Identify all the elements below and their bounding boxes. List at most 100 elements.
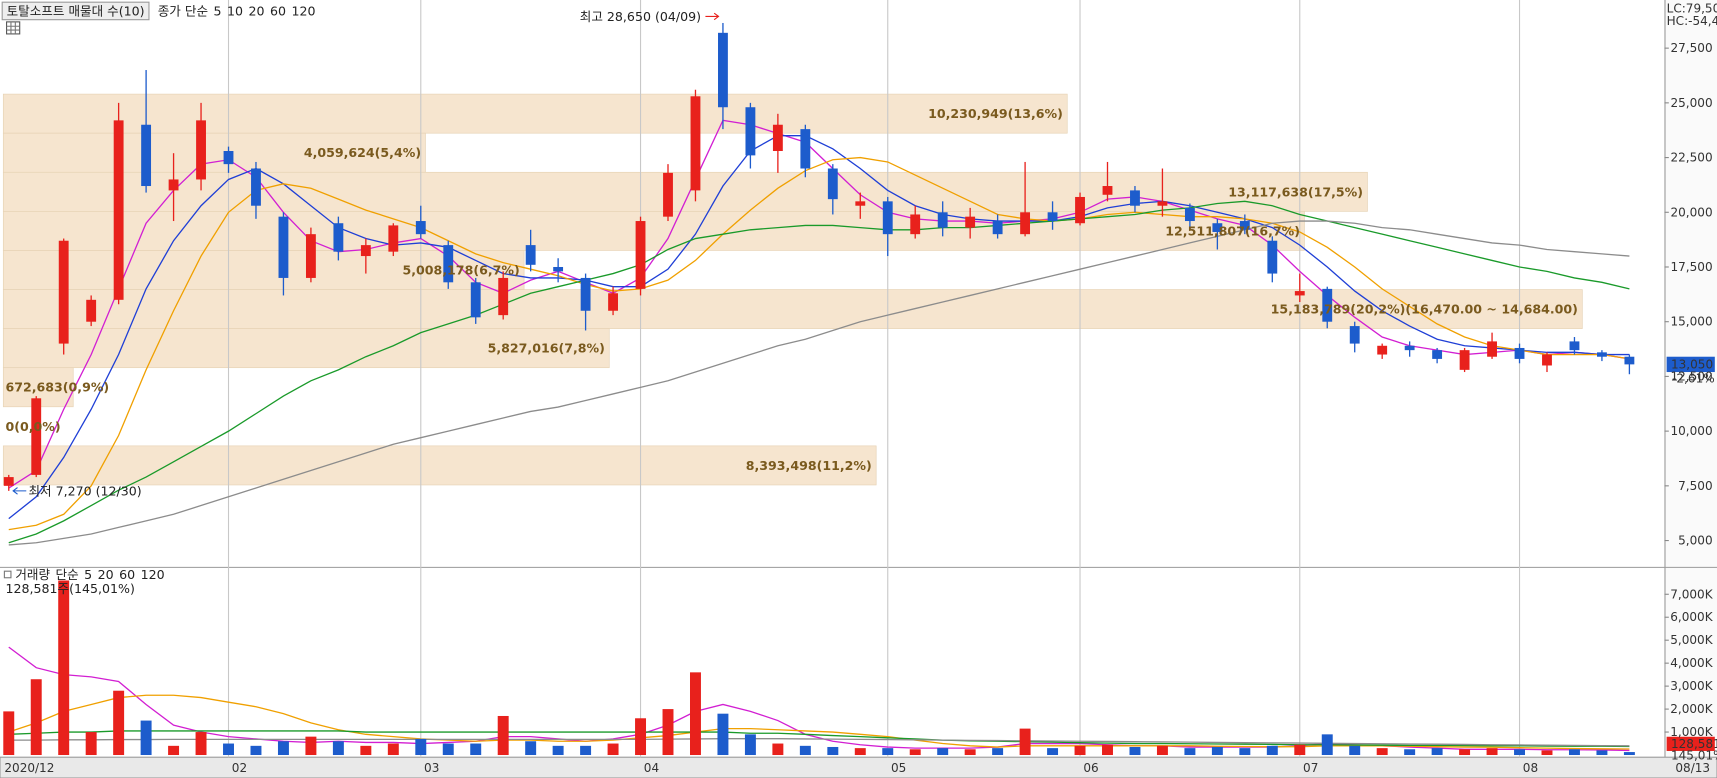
- candle-body: [772, 124, 783, 152]
- low-annotation: 최저 7,270 (12/30): [28, 483, 141, 498]
- candle-body: [1267, 240, 1278, 274]
- candle-body: [1597, 352, 1607, 357]
- volume-bar: [854, 748, 866, 756]
- legend-label: 단순: [56, 567, 79, 582]
- candle-body: [1184, 207, 1195, 222]
- high-arrow: [705, 12, 720, 21]
- volume-bar: [360, 745, 372, 756]
- band-label: 12,511,807(16,7%): [1165, 223, 1300, 238]
- volume-bar: [1129, 746, 1141, 756]
- candle-body: [910, 214, 921, 235]
- volume-bar: [552, 745, 564, 756]
- grid: [1, 0, 1669, 758]
- last-change-label: -2,61%: [1672, 372, 1715, 386]
- y-tick-label: 15,000: [1670, 315, 1712, 329]
- volume-bar: [277, 741, 289, 756]
- candle-body: [1542, 354, 1552, 366]
- band-label: 0(0,0%): [5, 419, 60, 434]
- candle-body: [1322, 288, 1333, 322]
- volume-bar: [1074, 745, 1086, 756]
- volume-bar: [1486, 748, 1498, 756]
- legend-label: 종가 단순: [158, 3, 208, 18]
- ma-line: [8, 738, 1630, 747]
- volume-bar: [1211, 746, 1223, 756]
- ma-line: [8, 220, 1630, 546]
- volume-bar: [1623, 752, 1635, 756]
- band-label: 8,393,498(11,2%): [746, 458, 872, 473]
- candle-body: [855, 201, 866, 206]
- x-tick-label: 2020/12: [4, 761, 54, 775]
- candle-body: [800, 129, 811, 169]
- candle-body: [1377, 345, 1388, 355]
- candle-body: [360, 245, 371, 257]
- candle-body: [580, 277, 591, 311]
- legend-label: 60: [119, 567, 135, 582]
- volume-bar: [717, 713, 729, 756]
- band-label: 672,683(0,9%): [5, 380, 109, 395]
- volume-bar: [1294, 744, 1306, 756]
- band-label: 4,059,624(5,4%): [304, 145, 421, 160]
- volume-bar: [635, 718, 647, 756]
- ma-line: [8, 119, 1630, 489]
- volume-bar: [58, 580, 70, 756]
- candle-body: [278, 216, 289, 278]
- candle-body: [718, 32, 728, 108]
- legend-label: 120: [141, 567, 165, 582]
- candle-body: [251, 168, 261, 206]
- x-tick-label: 08/13: [1675, 761, 1710, 775]
- corner-label: HC:-54,49: [1667, 14, 1717, 28]
- candle-body: [937, 212, 948, 228]
- volume-bar: [1184, 748, 1196, 756]
- y-tick-label: 7,000K: [1670, 587, 1713, 601]
- lines: [8, 119, 1630, 752]
- y-tick-label: 27,500: [1670, 41, 1712, 55]
- volume-bar: [1459, 749, 1471, 756]
- candle-body: [1130, 190, 1140, 206]
- candle-body: [635, 221, 646, 289]
- volume-bar: [1266, 745, 1278, 756]
- volume-bar: [689, 672, 701, 756]
- legend-label: 5: [214, 3, 222, 18]
- candle-body: [443, 245, 454, 283]
- volume-bar: [827, 746, 839, 756]
- candle-body: [1047, 212, 1058, 222]
- volume-bar: [1568, 749, 1580, 756]
- volume-profile: [2, 93, 1583, 486]
- volume-band: [2, 93, 1068, 134]
- ma-line: [8, 200, 1630, 544]
- candle-body: [1020, 212, 1031, 235]
- last-volume-box: [1666, 736, 1715, 751]
- y-tick-label: 5,000: [1678, 534, 1712, 548]
- ma-line: [8, 135, 1630, 520]
- candle-body: [1212, 223, 1223, 232]
- volume-bar: [964, 749, 976, 756]
- band-label: 10,230,949(13,6%): [928, 106, 1063, 121]
- volume-bar: [1019, 728, 1031, 756]
- candle-body: [1102, 186, 1113, 195]
- y-tick-label: 12,500: [1670, 369, 1712, 383]
- volume-bar: [992, 748, 1004, 756]
- ma-line: [8, 694, 1630, 750]
- volume-band: [2, 250, 525, 290]
- last-volume-label: 128,581: [1671, 737, 1717, 751]
- y-tick-label: 6,000K: [1670, 610, 1713, 624]
- band-label: 5,827,016(7,8%): [488, 341, 605, 356]
- candle-body: [223, 151, 234, 165]
- right-axis-area: [1665, 0, 1717, 758]
- candle-body: [141, 124, 152, 187]
- candle-body: [1487, 341, 1497, 357]
- candle-body: [1404, 345, 1415, 351]
- candle-body: [1459, 350, 1470, 370]
- volume-bar: [525, 741, 537, 756]
- candle-body: [58, 240, 69, 344]
- y-tick-label: 17,500: [1670, 260, 1712, 274]
- y-tick-label: 7,500: [1678, 479, 1712, 493]
- legend-label: 5: [84, 567, 92, 582]
- volume-bar: [1239, 748, 1251, 756]
- volume-bar: [1514, 749, 1525, 756]
- band-label: 15,183,789(20,2%)(16,470.00 ~ 14,684.00): [1271, 302, 1578, 317]
- candle-body: [663, 172, 673, 217]
- volume-bar: [30, 679, 42, 756]
- candle-body: [470, 282, 481, 318]
- x-tick-label: 03: [424, 761, 439, 775]
